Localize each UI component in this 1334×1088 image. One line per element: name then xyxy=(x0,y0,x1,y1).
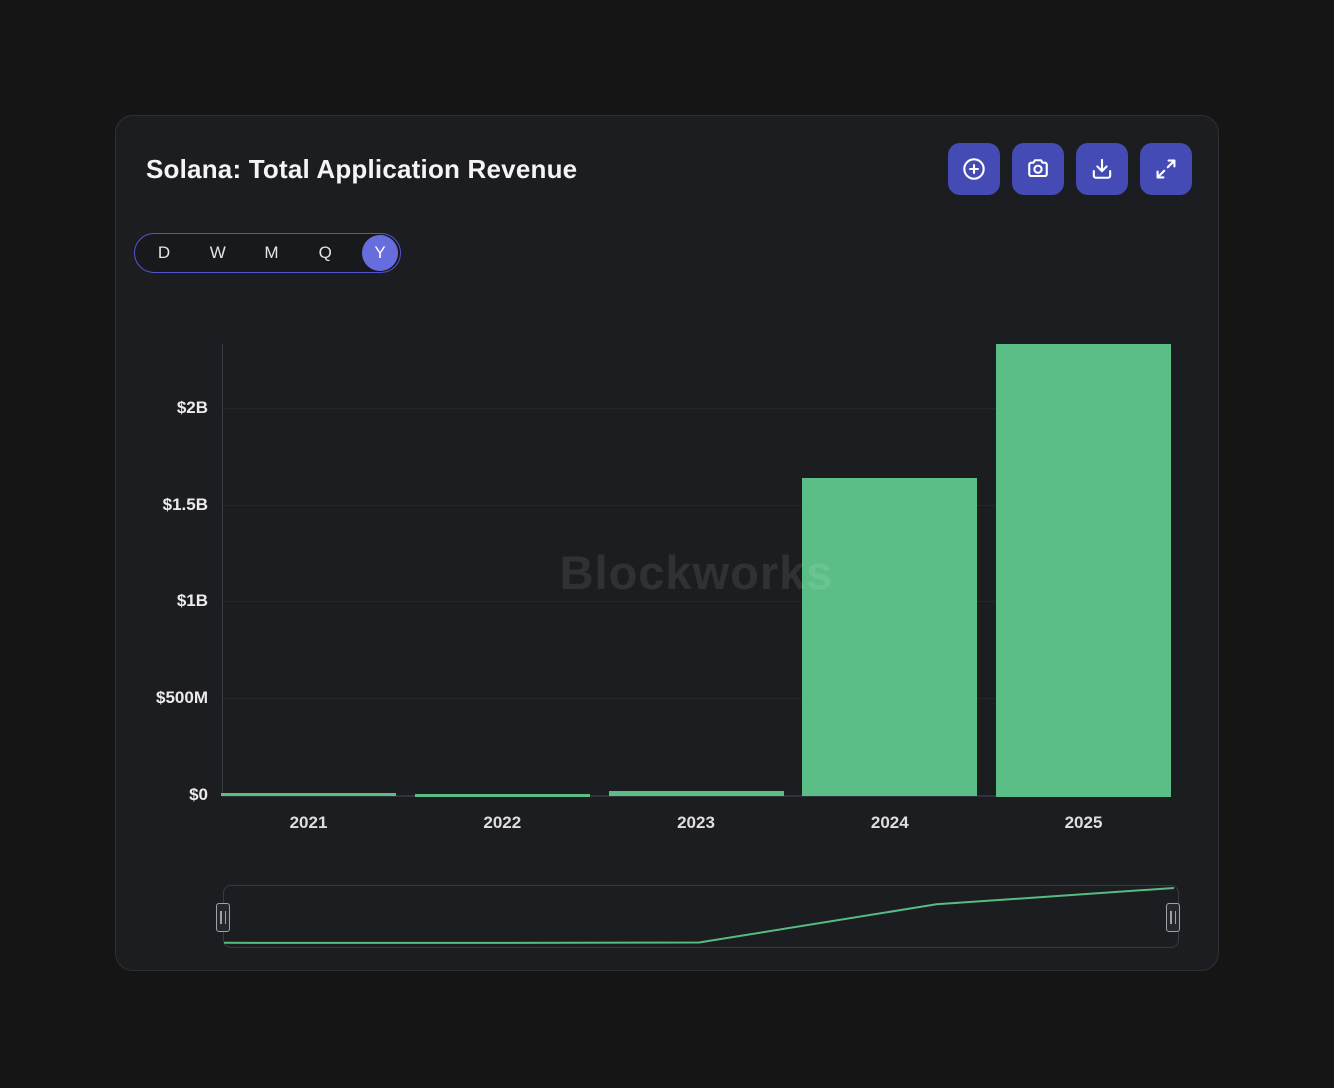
navigator-handle-left[interactable] xyxy=(216,903,230,932)
grip-icon xyxy=(1170,911,1176,924)
y-axis-label: $1B xyxy=(176,591,208,611)
range-option-y[interactable]: Y xyxy=(362,235,398,271)
y-axis-line xyxy=(222,344,223,796)
expand-icon xyxy=(1156,159,1176,179)
zoom-in-button[interactable] xyxy=(948,143,1000,195)
range-option-m[interactable]: M xyxy=(264,243,279,262)
x-axis-label: 2023 xyxy=(677,813,715,832)
gridline xyxy=(222,698,1171,700)
navigator-handle-right[interactable] xyxy=(1166,903,1180,932)
camera-icon xyxy=(1028,159,1048,178)
x-axis-label: 2025 xyxy=(1064,813,1103,832)
x-axis-label: 2021 xyxy=(289,813,328,832)
gridline xyxy=(222,504,1171,506)
navigator-chart xyxy=(223,887,1175,944)
range-option-w[interactable]: W xyxy=(209,243,226,262)
bar-2022[interactable] xyxy=(414,794,590,797)
download-icon xyxy=(1092,158,1112,179)
navigator[interactable] xyxy=(216,885,1180,948)
circle-plus-icon xyxy=(963,158,985,180)
screenshot-button[interactable] xyxy=(1012,143,1064,195)
x-axis-label: 2024 xyxy=(870,813,909,832)
fullscreen-button[interactable] xyxy=(1140,143,1192,195)
download-button[interactable] xyxy=(1076,143,1128,195)
navigator-line xyxy=(223,887,1175,944)
chart-card: Solana: Total Application Revenue xyxy=(115,115,1219,971)
y-axis-label: $0 xyxy=(189,785,208,804)
y-axis-label: $1.5B xyxy=(162,494,208,514)
bar-2024[interactable] xyxy=(802,477,978,797)
page-title: Solana: Total Application Revenue xyxy=(146,154,578,184)
range-option-d[interactable]: D xyxy=(157,243,171,262)
bar-2025[interactable] xyxy=(996,344,1171,797)
y-axis-label: $500M xyxy=(156,688,208,708)
toolbar xyxy=(948,143,1192,195)
y-axis-label: $2B xyxy=(176,397,208,417)
bar-2023[interactable] xyxy=(608,791,784,797)
bar-2021[interactable] xyxy=(221,793,396,797)
chart-plot-area: Blockworks $0 $500M $1B $1.5B $2B 2021 2022 202… xyxy=(116,116,1218,970)
gridline xyxy=(222,601,1171,603)
grip-icon xyxy=(220,911,226,924)
x-axis-label: 2022 xyxy=(483,813,522,832)
gridline xyxy=(222,407,1171,409)
range-option-q[interactable]: Q xyxy=(318,243,332,262)
